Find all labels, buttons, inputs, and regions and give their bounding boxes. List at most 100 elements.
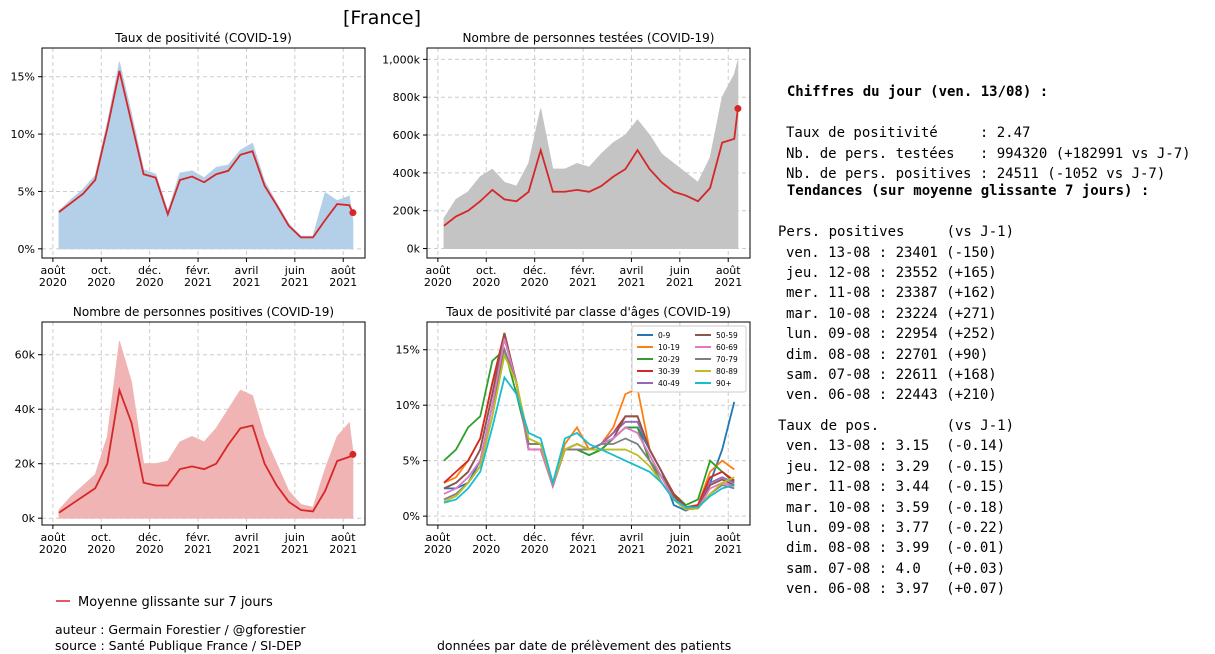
legend-label: 80-89 <box>716 367 738 376</box>
y-tick-label: 400k <box>393 167 421 180</box>
y-tick-label: 0% <box>18 243 35 256</box>
area <box>443 60 739 249</box>
daily-line: Taux de positivité : 2.47 <box>786 125 1031 142</box>
legend-label: 40-49 <box>658 379 680 388</box>
legend-label: 10-19 <box>658 343 680 352</box>
daily-title: Chiffres du jour (ven. 13/08) : <box>786 84 1049 101</box>
legend-label: 60-69 <box>716 343 738 352</box>
y-tick-label: 60k <box>15 349 36 362</box>
line <box>58 386 354 514</box>
y-tick-label: 200k <box>393 205 421 218</box>
x-tick-label: févr. 2021 <box>184 531 212 556</box>
daily-line: Nb. de pers. testées : 994320 (+182991 v… <box>786 145 1191 162</box>
x-tick-label: avril 2021 <box>617 264 645 289</box>
x-tick-label: août 2020 <box>39 531 67 556</box>
chart-title: Taux de positivité (COVID-19) <box>114 31 292 45</box>
x-tick-label: juin 2021 <box>281 531 309 556</box>
line <box>443 352 735 511</box>
y-tick-label: 15% <box>396 344 420 357</box>
trend-row: ven. 13-08 : 23401 (-150) <box>786 244 997 261</box>
y-tick-label: 0% <box>403 510 420 523</box>
trend-row: sam. 07-08 : 22611 (+168) <box>786 367 997 384</box>
legend-text: Moyenne glissante sur 7 jours <box>78 595 273 610</box>
trend-row: lun. 09-08 : 3.77 (-0.22) <box>786 519 1006 536</box>
trend-row: jeu. 12-08 : 23552 (+165) <box>786 265 997 282</box>
y-tick-label: 15% <box>11 71 35 84</box>
x-tick-label: avril 2021 <box>617 531 645 556</box>
y-tick-label: 5% <box>18 185 35 198</box>
author: auteur : Germain Forestier / @gforestier <box>55 622 306 637</box>
x-tick-label: août 2021 <box>329 531 357 556</box>
legend-label: 90+ <box>716 379 732 388</box>
y-tick-label: 600k <box>393 129 421 142</box>
axes-frame <box>426 321 751 526</box>
x-tick-label: févr. 2021 <box>184 264 212 289</box>
trend-row: jeu. 12-08 : 3.29 (-0.15) <box>786 458 1006 475</box>
y-tick-label: 20k <box>15 458 36 471</box>
chart-title: Nombre de personnes positives (COVID-19) <box>73 305 334 319</box>
area <box>58 340 354 519</box>
note: données par date de prélèvement des pati… <box>437 638 731 653</box>
legend-label: 70-79 <box>716 355 738 364</box>
line <box>443 108 739 227</box>
line <box>443 348 735 507</box>
end-marker <box>734 105 742 113</box>
x-tick-label: déc. 2020 <box>136 264 164 289</box>
line <box>443 375 735 509</box>
y-tick-label: 10% <box>11 128 35 141</box>
trend-row: lun. 09-08 : 22954 (+252) <box>786 326 997 343</box>
x-tick-label: août 2021 <box>329 264 357 289</box>
x-tick-label: févr. 2021 <box>569 531 597 556</box>
trends-title: Tendances (sur moyenne glissante 7 jours… <box>786 183 1150 200</box>
trend-header: Pers. positives (vs J-1) <box>778 224 1015 241</box>
chart-title: Nombre de personnes testées (COVID-19) <box>463 31 715 45</box>
trend-row: ven. 13-08 : 3.15 (-0.14) <box>786 438 1006 455</box>
trend-row: dim. 08-08 : 22701 (+90) <box>786 346 989 363</box>
x-tick-label: août 2021 <box>714 264 742 289</box>
y-tick-label: 0k <box>22 512 36 525</box>
trends-panel: Tendances (sur moyenne glissante 7 jours… <box>770 161 1149 620</box>
x-tick-label: juin 2021 <box>281 264 309 289</box>
y-tick-label: 1,000k <box>382 53 420 66</box>
x-tick-label: oct. 2020 <box>87 531 115 556</box>
chart-title: Taux de positivité par classe d'âges (CO… <box>445 305 731 319</box>
x-tick-label: août 2020 <box>424 531 452 556</box>
y-tick-label: 40k <box>15 403 36 416</box>
x-tick-label: juin 2021 <box>666 531 694 556</box>
x-tick-label: déc. 2020 <box>521 264 549 289</box>
daily-line: Nb. de pers. positives : 24511 (-1052 vs… <box>786 166 1166 183</box>
source: source : Santé Publique France / SI-DEP <box>55 638 302 653</box>
trend-row: mar. 10-08 : 3.59 (-0.18) <box>786 499 1006 516</box>
x-tick-label: oct. 2020 <box>472 264 500 289</box>
x-tick-label: août 2020 <box>424 264 452 289</box>
x-tick-label: oct. 2020 <box>87 264 115 289</box>
x-tick-label: oct. 2020 <box>472 531 500 556</box>
legend-label: 50-59 <box>716 331 738 340</box>
y-tick-label: 0k <box>407 243 421 256</box>
y-tick-label: 10% <box>396 399 420 412</box>
trend-row: mer. 11-08 : 23387 (+162) <box>786 285 997 302</box>
trend-row: mer. 11-08 : 3.44 (-0.15) <box>786 479 1006 496</box>
trend-section: Taux de pos. (vs J-1) ven. 13-08 : 3.15 (… <box>778 416 1149 600</box>
trend-row: ven. 06-08 : 22443 (+210) <box>786 387 997 404</box>
x-tick-label: août 2021 <box>714 531 742 556</box>
x-tick-label: avril 2021 <box>232 264 260 289</box>
axes-frame <box>41 321 366 526</box>
area <box>58 61 354 250</box>
line <box>58 70 354 239</box>
trend-row: dim. 08-08 : 3.99 (-0.01) <box>786 540 1006 557</box>
legend-box <box>631 325 747 393</box>
y-tick-label: 5% <box>403 455 420 468</box>
page-title: [France] <box>343 7 421 29</box>
trend-section: Pers. positives (vs J-1) ven. 13-08 : 234… <box>778 222 1149 406</box>
end-marker <box>349 209 357 217</box>
x-tick-label: août 2020 <box>39 264 67 289</box>
axes-frame <box>41 47 366 259</box>
x-tick-label: févr. 2021 <box>569 264 597 289</box>
x-tick-label: déc. 2020 <box>521 531 549 556</box>
legend-label: 0-9 <box>658 331 670 340</box>
legend-label: 20-29 <box>658 355 680 364</box>
axes-frame <box>426 47 751 259</box>
